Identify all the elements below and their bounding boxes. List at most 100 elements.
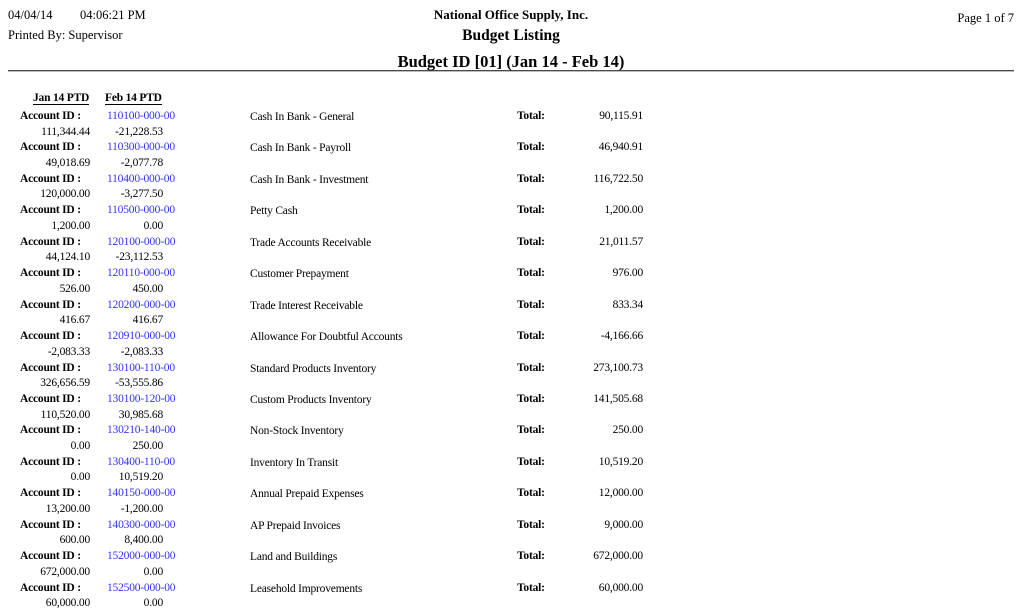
account-description: Inventory In Transit [250,456,339,469]
account-description: Standard Products Inventory [250,362,377,375]
account-row: Account ID : 130400-110-00 Inventory In … [0,456,1022,487]
account-id-link[interactable]: 110100-000-00 [107,110,175,122]
total-value: 976.00 [612,267,644,280]
account-id-link[interactable]: 120110-000-00 [107,267,175,280]
jan-ptd-value: 110,520.00 [40,408,91,421]
account-description: Cash In Bank - Investment [250,173,369,186]
account-id-label: Account ID : [20,235,81,248]
total-label: Total: [517,330,545,343]
total-label: Total: [517,298,545,311]
jan-ptd-value: 49,018.69 [45,157,90,170]
account-description: Allowance For Doubtful Accounts [250,331,403,344]
total-value: 12,000.00 [598,487,643,500]
jan-ptd-value: 526.00 [59,282,91,295]
total-label: Total: [517,267,545,280]
total-value: 672,000.00 [593,550,643,563]
account-row: Account ID : 120910-000-00 Allowance For… [0,330,1022,361]
account-id-label: Account ID : [20,204,81,217]
feb-ptd-value: 0.00 [143,219,164,232]
total-value: 10,519.20 [598,455,643,468]
jan-ptd-value: 111,344.44 [41,125,90,138]
account-id-link[interactable]: 152000-000-00 [107,550,176,563]
total-label: Total: [517,581,545,594]
jan-ptd-value: 0.00 [70,439,91,452]
account-row: Account ID : 152000-000-00 Land and Buil… [0,550,1022,581]
account-id-label: Account ID : [20,550,81,563]
feb-ptd-value: 416.67 [132,314,164,327]
account-row: Account ID : 110300-000-00 Cash In Bank … [0,141,1022,172]
account-id-label: Account ID : [20,455,81,468]
total-value: 90,115.91 [599,110,643,122]
account-id-link[interactable]: 110400-000-00 [107,172,175,185]
printed-by: Printed By: Supervisor [8,28,123,42]
account-id-label: Account ID : [20,141,81,154]
account-id-link[interactable]: 110500-000-00 [107,204,175,217]
account-id-label: Account ID : [20,518,81,531]
company-name: National Office Supply, Inc. [433,7,589,22]
account-row: Account ID : 110400-000-00 Cash In Bank … [0,173,1022,204]
account-description: AP Prepaid Invoices [250,519,341,532]
account-row: Account ID : 130100-110-00 Standard Prod… [0,362,1022,393]
account-id-link[interactable]: 110300-000-00 [107,141,175,154]
total-value: 1,200.00 [604,204,643,217]
total-value: 141,505.68 [593,392,643,405]
jan-ptd-value: 600.00 [59,534,91,547]
account-row: Account ID : 110500-000-00 Petty Cash To… [0,204,1022,235]
account-id-link[interactable]: 120100-000-00 [107,235,176,248]
account-id-link[interactable]: 140150-000-00 [107,487,176,500]
total-label: Total: [517,361,545,374]
total-label: Total: [517,455,545,468]
account-rows: Account ID : 110100-000-00 Cash In Bank … [0,110,1022,612]
account-description: Land and Buildings [250,551,338,564]
account-id-label: Account ID : [20,267,81,280]
total-value: 833.34 [612,298,644,311]
total-value: 273,100.73 [593,361,643,374]
account-id-label: Account ID : [20,172,81,185]
account-description: Custom Products Inventory [250,393,372,406]
report-title: Budget Listing [462,27,560,44]
feb-ptd-value: -1,200.00 [120,502,163,515]
account-id-label: Account ID : [20,487,81,500]
feb-ptd-value: 450.00 [132,282,164,295]
feb-ptd-value: 250.00 [132,439,164,452]
account-description: Petty Cash [250,205,298,218]
account-description: Customer Prepayment [250,268,349,281]
total-value: 9,000.00 [604,518,643,531]
jan-ptd-value: 60,000.00 [45,597,90,610]
header-divider [8,70,1014,72]
feb-ptd-value: -3,277.50 [120,188,163,201]
jan-ptd-value: 44,124.10 [45,251,90,264]
account-id-link[interactable]: 130100-110-00 [107,361,175,374]
feb-ptd-value: 8,400.00 [124,534,163,547]
account-id-label: Account ID : [20,330,81,343]
report-date: 04/04/14 [8,8,53,22]
account-row: Account ID : 120100-000-00 Trade Account… [0,236,1022,267]
total-value: 21,011.57 [599,235,643,248]
total-label: Total: [517,110,545,122]
report-subtitle: Budget ID [01] (Jan 14 - Feb 14) [397,52,625,71]
account-id-link[interactable]: 152500-000-00 [107,581,176,594]
account-id-link[interactable]: 120910-000-00 [107,330,176,343]
account-id-label: Account ID : [20,581,81,594]
total-value: 116,722.50 [593,172,644,185]
total-label: Total: [517,235,545,248]
account-id-link[interactable]: 140300-000-00 [107,518,176,531]
account-id-link[interactable]: 130400-110-00 [107,455,175,468]
account-row: Account ID : 120200-000-00 Trade Interes… [0,299,1022,330]
account-row: Account ID : 130210-140-00 Non-Stock Inv… [0,424,1022,455]
jan-ptd-value: 326,656.59 [40,377,90,390]
account-description: Cash In Bank - Payroll [250,142,352,155]
account-id-link[interactable]: 130100-120-00 [107,392,176,405]
account-id-link[interactable]: 130210-140-00 [107,424,176,437]
jan-ptd-value: 120,000.00 [40,188,90,201]
feb-ptd-value: 10,519.20 [118,471,163,484]
account-description: Leasehold Improvements [250,582,363,595]
account-id-label: Account ID : [20,424,81,437]
account-id-link[interactable]: 120200-000-00 [107,298,176,311]
page-indicator: Page 1 of 7 [957,11,1014,25]
feb-ptd-value: -21,228.53 [115,125,163,138]
account-id-label: Account ID : [20,298,81,311]
column-header-jan14-ptd: Jan 14 PTD [33,92,90,105]
account-description: Annual Prepaid Expenses [250,488,364,501]
total-value: -4,166.66 [600,330,643,343]
